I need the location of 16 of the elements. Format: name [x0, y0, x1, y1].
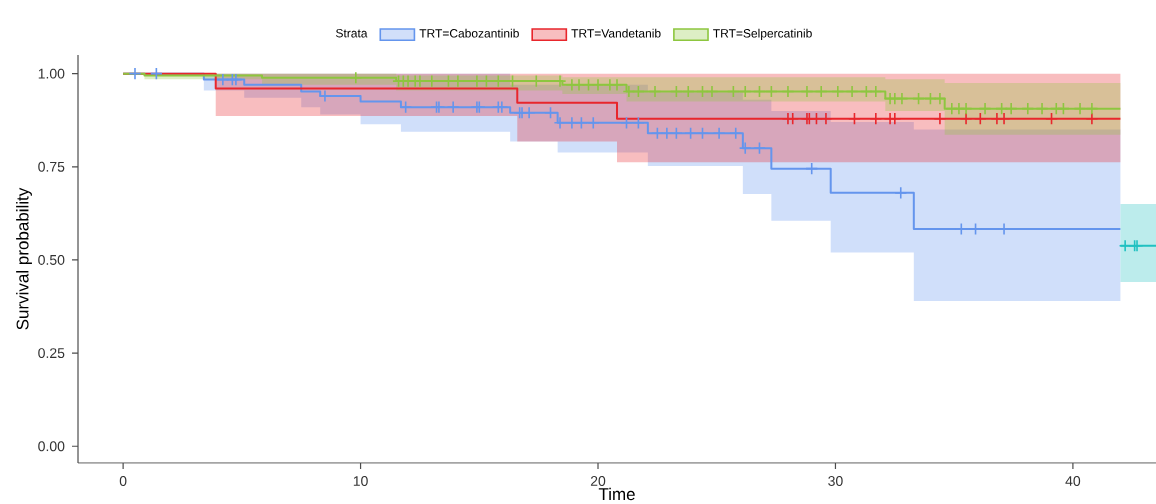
y-tick-label: 0.50: [38, 254, 65, 265]
y-tick-label: 0.00: [38, 441, 65, 452]
x-tick-label: 30: [828, 476, 843, 486]
y-tick-label: 0.75: [38, 161, 65, 172]
legend-title: Strata: [336, 28, 368, 38]
x-axis-title: Time: [598, 487, 635, 501]
legend-label: TRT=Vandetanib: [571, 28, 661, 38]
legend-label: TRT=Selpercatinib: [713, 28, 812, 40]
x-tick-label: 40: [1065, 476, 1081, 486]
x-tick-label: 10: [353, 476, 368, 486]
legend-label: TRT=Cabozantinib: [419, 28, 519, 38]
y-tick-label: 1.00: [38, 68, 65, 79]
x-tick-label: 0: [119, 476, 127, 486]
y-tick-label: 0.25: [38, 348, 65, 359]
y-axis-title: Survival probability: [16, 187, 32, 330]
x-tick-label: 20: [590, 476, 606, 486]
